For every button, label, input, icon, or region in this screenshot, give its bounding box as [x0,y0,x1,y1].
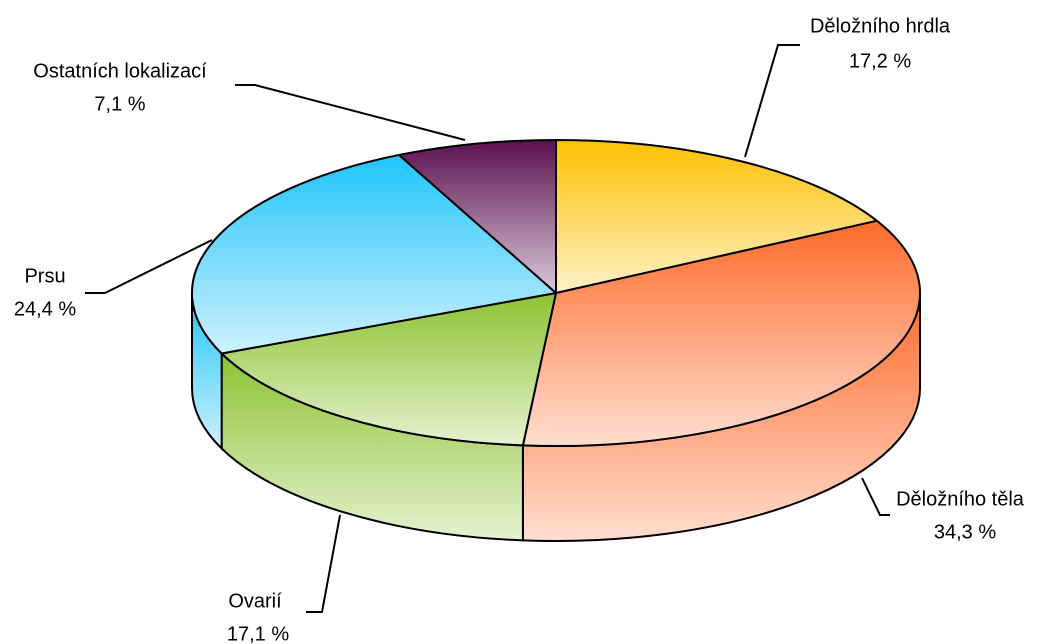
slice-value: 17,1 % [227,623,289,644]
slice [191,153,557,355]
leader-line [744,44,800,158]
leader-line [85,239,213,294]
slice [398,139,557,294]
slice-label: Děložního hrdla [810,15,951,37]
slice-label: Ostatních lokalizací [33,60,207,82]
slice-value: 24,4 % [14,298,76,320]
slice-label: Prsu [24,265,65,287]
slice [555,139,878,294]
slice [220,292,557,447]
slice-value: 34,3 % [934,521,996,543]
leader-line [235,84,466,141]
leader-line [861,477,890,516]
slice-value: 7,1 % [94,93,145,115]
slice-label: Ovarií [228,590,282,612]
slice-label: Děložního těla [896,488,1025,510]
leader-line [306,514,341,613]
slice [521,219,921,447]
slice-value: 17,2 % [849,50,911,72]
